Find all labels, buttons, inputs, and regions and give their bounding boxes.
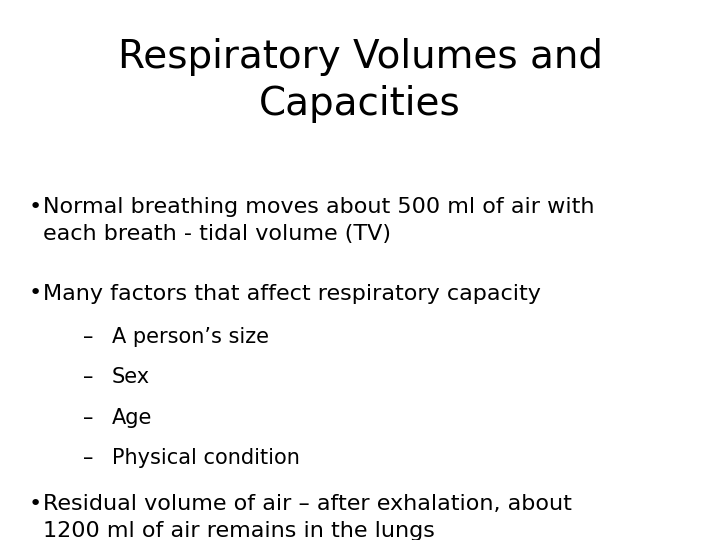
Text: –: – [83,327,93,347]
Text: •: • [29,197,42,217]
Text: Physical condition: Physical condition [112,448,300,468]
Text: –: – [83,367,93,387]
Text: Many factors that affect respiratory capacity: Many factors that affect respiratory cap… [43,284,541,303]
Text: Normal breathing moves about 500 ml of air with
each breath - tidal volume (TV): Normal breathing moves about 500 ml of a… [43,197,595,244]
Text: •: • [29,284,42,303]
Text: Sex: Sex [112,367,150,387]
Text: A person’s size: A person’s size [112,327,269,347]
Text: –: – [83,408,93,428]
Text: –: – [83,448,93,468]
Text: Residual volume of air – after exhalation, about
1200 ml of air remains in the l: Residual volume of air – after exhalatio… [43,494,572,540]
Text: •: • [29,494,42,514]
Text: Respiratory Volumes and
Capacities: Respiratory Volumes and Capacities [117,38,603,123]
Text: Age: Age [112,408,152,428]
